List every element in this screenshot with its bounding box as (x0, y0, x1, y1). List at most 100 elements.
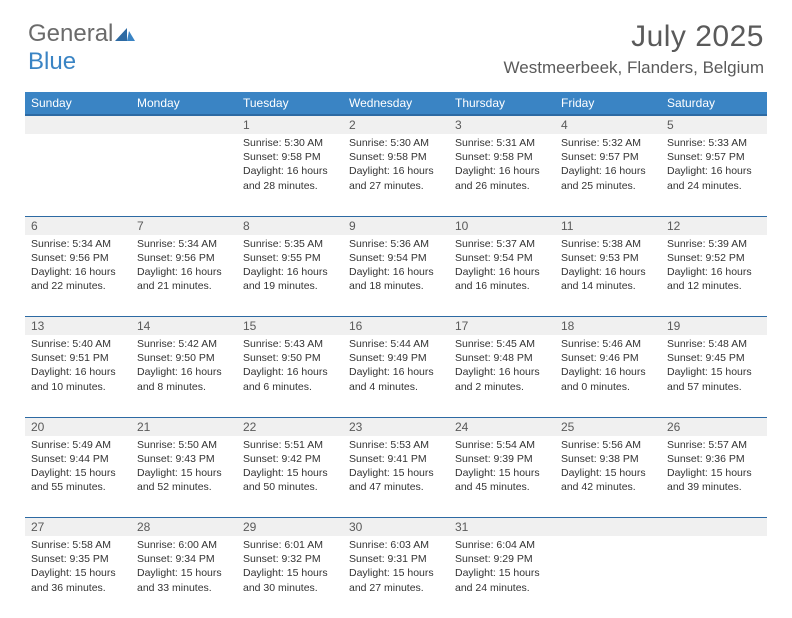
day-content-cell: Sunrise: 5:33 AMSunset: 9:57 PMDaylight:… (661, 134, 767, 216)
day-content-cell: Sunrise: 5:42 AMSunset: 9:50 PMDaylight:… (131, 335, 237, 417)
daylight-line: Daylight: 15 hours and 36 minutes. (31, 566, 125, 594)
sunrise-line: Sunrise: 6:01 AM (243, 538, 337, 552)
sunrise-line: Sunrise: 5:36 AM (349, 237, 443, 251)
daylight-line: Daylight: 16 hours and 6 minutes. (243, 365, 337, 393)
sunrise-line: Sunrise: 5:51 AM (243, 438, 337, 452)
day-number-cell: 11 (555, 216, 661, 235)
day-number-cell: 3 (449, 115, 555, 134)
day-number-cell: 15 (237, 317, 343, 336)
sunrise-line: Sunrise: 5:30 AM (243, 136, 337, 150)
sunset-line: Sunset: 9:42 PM (243, 452, 337, 466)
sunset-line: Sunset: 9:49 PM (349, 351, 443, 365)
calendar-header-row: SundayMondayTuesdayWednesdayThursdayFrid… (25, 92, 767, 115)
sunrise-line: Sunrise: 5:48 AM (667, 337, 761, 351)
sunrise-line: Sunrise: 5:54 AM (455, 438, 549, 452)
day-number-cell: 8 (237, 216, 343, 235)
sunset-line: Sunset: 9:57 PM (561, 150, 655, 164)
day-number-cell (555, 518, 661, 537)
sunset-line: Sunset: 9:29 PM (455, 552, 549, 566)
sunset-line: Sunset: 9:48 PM (455, 351, 549, 365)
daylight-line: Daylight: 15 hours and 52 minutes. (137, 466, 231, 494)
sunrise-line: Sunrise: 5:43 AM (243, 337, 337, 351)
day-content-cell (131, 134, 237, 216)
daylight-line: Daylight: 16 hours and 26 minutes. (455, 164, 549, 192)
day-number-cell: 23 (343, 417, 449, 436)
daylight-line: Daylight: 16 hours and 16 minutes. (455, 265, 549, 293)
sunset-line: Sunset: 9:58 PM (243, 150, 337, 164)
sunrise-line: Sunrise: 6:04 AM (455, 538, 549, 552)
day-number-cell: 29 (237, 518, 343, 537)
day-number-row: 6789101112 (25, 216, 767, 235)
sunrise-line: Sunrise: 5:45 AM (455, 337, 549, 351)
day-content-row: Sunrise: 5:34 AMSunset: 9:56 PMDaylight:… (25, 235, 767, 317)
day-number-cell: 16 (343, 317, 449, 336)
sunset-line: Sunset: 9:51 PM (31, 351, 125, 365)
sunrise-line: Sunrise: 5:40 AM (31, 337, 125, 351)
sunrise-line: Sunrise: 5:34 AM (137, 237, 231, 251)
sunrise-line: Sunrise: 5:56 AM (561, 438, 655, 452)
daylight-line: Daylight: 16 hours and 19 minutes. (243, 265, 337, 293)
sunrise-line: Sunrise: 5:30 AM (349, 136, 443, 150)
day-number-cell: 5 (661, 115, 767, 134)
daylight-line: Daylight: 16 hours and 10 minutes. (31, 365, 125, 393)
day-number-cell: 9 (343, 216, 449, 235)
sunset-line: Sunset: 9:54 PM (349, 251, 443, 265)
day-content-cell: Sunrise: 5:44 AMSunset: 9:49 PMDaylight:… (343, 335, 449, 417)
day-number-cell: 14 (131, 317, 237, 336)
day-number-cell: 17 (449, 317, 555, 336)
day-content-row: Sunrise: 5:58 AMSunset: 9:35 PMDaylight:… (25, 536, 767, 618)
month-title: July 2025 (504, 20, 764, 54)
title-block: July 2025 Westmeerbeek, Flanders, Belgiu… (504, 20, 764, 78)
day-number-cell: 18 (555, 317, 661, 336)
day-content-cell (25, 134, 131, 216)
daylight-line: Daylight: 16 hours and 12 minutes. (667, 265, 761, 293)
day-number-cell: 12 (661, 216, 767, 235)
day-content-cell: Sunrise: 5:31 AMSunset: 9:58 PMDaylight:… (449, 134, 555, 216)
sunrise-line: Sunrise: 5:57 AM (667, 438, 761, 452)
day-number-cell: 13 (25, 317, 131, 336)
day-number-cell: 20 (25, 417, 131, 436)
day-content-cell: Sunrise: 5:32 AMSunset: 9:57 PMDaylight:… (555, 134, 661, 216)
day-number-cell: 27 (25, 518, 131, 537)
sunrise-line: Sunrise: 5:39 AM (667, 237, 761, 251)
sunset-line: Sunset: 9:53 PM (561, 251, 655, 265)
logo: General (28, 20, 135, 48)
day-content-cell: Sunrise: 5:34 AMSunset: 9:56 PMDaylight:… (131, 235, 237, 317)
daylight-line: Daylight: 16 hours and 21 minutes. (137, 265, 231, 293)
daylight-line: Daylight: 15 hours and 27 minutes. (349, 566, 443, 594)
sunrise-line: Sunrise: 5:46 AM (561, 337, 655, 351)
day-content-cell: Sunrise: 5:58 AMSunset: 9:35 PMDaylight:… (25, 536, 131, 618)
sunrise-line: Sunrise: 5:31 AM (455, 136, 549, 150)
day-number-cell: 4 (555, 115, 661, 134)
day-number-cell: 24 (449, 417, 555, 436)
day-content-cell: Sunrise: 5:34 AMSunset: 9:56 PMDaylight:… (25, 235, 131, 317)
day-content-cell: Sunrise: 5:39 AMSunset: 9:52 PMDaylight:… (661, 235, 767, 317)
day-content-cell: Sunrise: 5:46 AMSunset: 9:46 PMDaylight:… (555, 335, 661, 417)
sunrise-line: Sunrise: 6:03 AM (349, 538, 443, 552)
day-number-cell: 31 (449, 518, 555, 537)
day-number-cell: 19 (661, 317, 767, 336)
day-number-cell: 7 (131, 216, 237, 235)
daylight-line: Daylight: 15 hours and 55 minutes. (31, 466, 125, 494)
day-number-row: 12345 (25, 115, 767, 134)
sunrise-line: Sunrise: 5:34 AM (31, 237, 125, 251)
sunrise-line: Sunrise: 5:58 AM (31, 538, 125, 552)
day-content-cell: Sunrise: 5:48 AMSunset: 9:45 PMDaylight:… (661, 335, 767, 417)
daylight-line: Daylight: 16 hours and 0 minutes. (561, 365, 655, 393)
day-content-cell: Sunrise: 6:04 AMSunset: 9:29 PMDaylight:… (449, 536, 555, 618)
day-content-cell: Sunrise: 5:54 AMSunset: 9:39 PMDaylight:… (449, 436, 555, 518)
daylight-line: Daylight: 16 hours and 24 minutes. (667, 164, 761, 192)
sunrise-line: Sunrise: 5:33 AM (667, 136, 761, 150)
location: Westmeerbeek, Flanders, Belgium (504, 58, 764, 78)
day-content-cell: Sunrise: 5:43 AMSunset: 9:50 PMDaylight:… (237, 335, 343, 417)
day-content-cell: Sunrise: 5:50 AMSunset: 9:43 PMDaylight:… (131, 436, 237, 518)
logo-triangle-icon (115, 20, 135, 48)
sunrise-line: Sunrise: 5:44 AM (349, 337, 443, 351)
daylight-line: Daylight: 16 hours and 8 minutes. (137, 365, 231, 393)
day-number-row: 13141516171819 (25, 317, 767, 336)
daylight-line: Daylight: 16 hours and 18 minutes. (349, 265, 443, 293)
sunset-line: Sunset: 9:50 PM (137, 351, 231, 365)
sunset-line: Sunset: 9:45 PM (667, 351, 761, 365)
day-content-cell: Sunrise: 5:57 AMSunset: 9:36 PMDaylight:… (661, 436, 767, 518)
sunset-line: Sunset: 9:58 PM (455, 150, 549, 164)
